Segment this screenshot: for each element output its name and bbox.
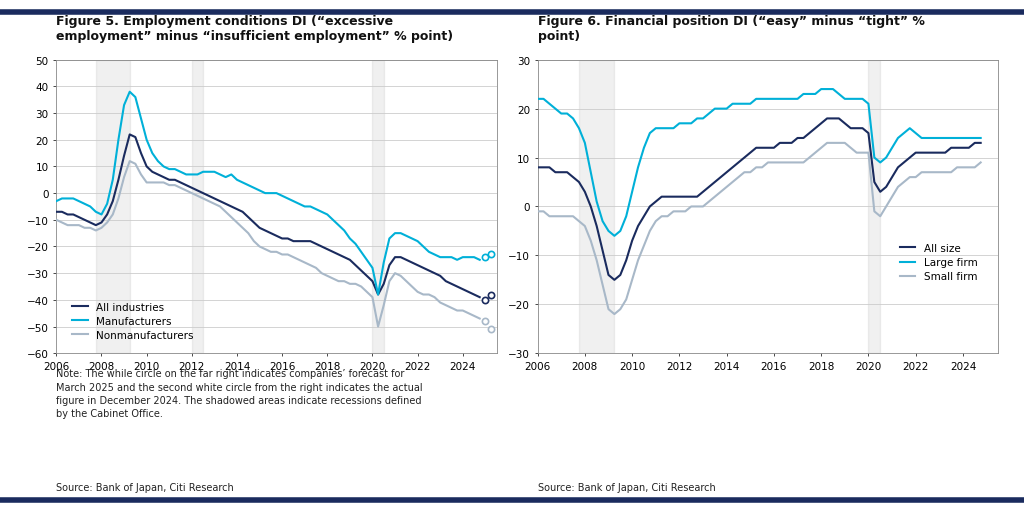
Legend: All industries, Manufacturers, Nonmanufacturers: All industries, Manufacturers, Nonmanufa… xyxy=(71,300,196,342)
Legend: All size, Large firm, Small firm: All size, Large firm, Small firm xyxy=(897,241,979,284)
Bar xyxy=(191,61,203,354)
Text: Note: The while circle on the far right indicates companies’ forecast for
March : Note: The while circle on the far right … xyxy=(56,369,423,418)
Bar xyxy=(373,61,384,354)
Bar xyxy=(868,61,881,354)
Text: Source: Bank of Japan, Citi Research: Source: Bank of Japan, Citi Research xyxy=(56,482,234,492)
Text: Figure 6. Financial position DI (“easy” minus “tight” %
point): Figure 6. Financial position DI (“easy” … xyxy=(538,15,925,43)
Text: Figure 5. Employment conditions DI (“excessive
employment” minus “insufficient e: Figure 5. Employment conditions DI (“exc… xyxy=(56,15,454,43)
Bar xyxy=(96,61,130,354)
Text: Source: Bank of Japan, Citi Research: Source: Bank of Japan, Citi Research xyxy=(538,482,716,492)
Bar xyxy=(579,61,614,354)
